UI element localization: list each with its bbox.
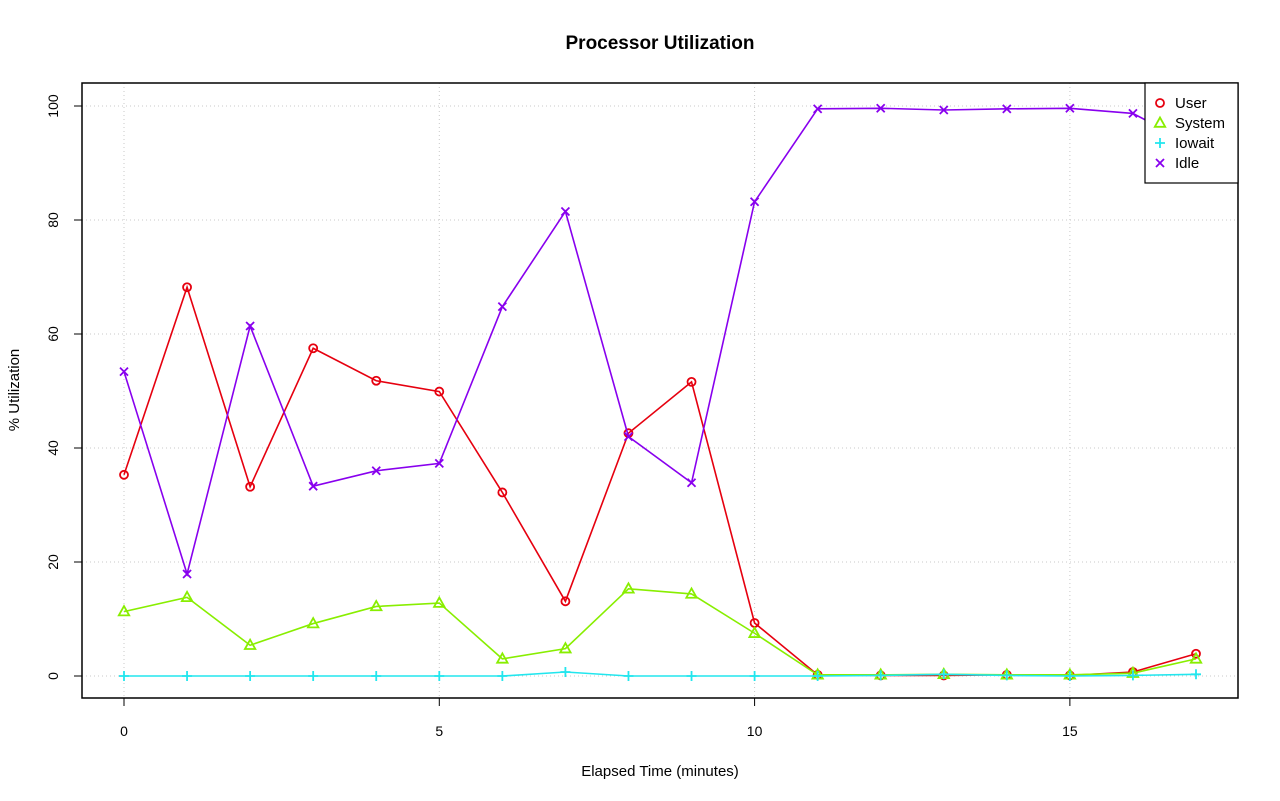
y-tick-label: 60 bbox=[45, 326, 61, 342]
idle-point bbox=[434, 458, 444, 469]
idle-point bbox=[623, 431, 634, 442]
idle-point bbox=[497, 302, 507, 312]
legend: User System Iowait Idle bbox=[1144, 82, 1239, 184]
system-point bbox=[1189, 651, 1203, 664]
idle-point bbox=[876, 103, 886, 113]
idle-point bbox=[749, 197, 760, 207]
iowait-point bbox=[812, 671, 823, 681]
y-tick-label: 0 bbox=[45, 672, 61, 680]
user-point bbox=[182, 282, 192, 293]
iowait-point bbox=[749, 671, 760, 681]
iowait-point bbox=[938, 669, 949, 680]
idle-point bbox=[371, 466, 381, 476]
x-tick-label: 5 bbox=[435, 723, 443, 739]
system-point bbox=[180, 589, 194, 603]
iowait-point bbox=[1064, 671, 1075, 681]
iowait-point bbox=[1127, 670, 1138, 681]
idle-point bbox=[939, 105, 949, 115]
system-point bbox=[306, 616, 320, 629]
idle-line bbox=[123, 107, 1197, 577]
idle-point bbox=[1128, 108, 1138, 119]
user-point bbox=[119, 469, 129, 480]
iowait-line bbox=[124, 671, 1197, 677]
plot-frame bbox=[81, 82, 1239, 699]
user-point bbox=[686, 376, 697, 387]
legend-system-marker bbox=[1153, 115, 1167, 128]
idle-point bbox=[308, 481, 318, 491]
legend-iowait-marker bbox=[1155, 138, 1165, 148]
series-idle bbox=[119, 103, 1201, 579]
idle-point bbox=[119, 366, 129, 377]
iowait-point bbox=[560, 667, 571, 678]
user-point bbox=[245, 481, 256, 492]
iowait-point bbox=[623, 671, 634, 681]
system-point bbox=[495, 651, 510, 664]
system-line bbox=[123, 587, 1197, 676]
user-point bbox=[1191, 648, 1201, 659]
system-point bbox=[747, 625, 762, 638]
system-point bbox=[432, 595, 447, 608]
iowait-point bbox=[1001, 670, 1012, 681]
user-line bbox=[123, 284, 1197, 677]
system-point bbox=[243, 637, 257, 650]
iowait-point bbox=[245, 671, 256, 681]
x-tick-label: 10 bbox=[747, 723, 763, 739]
legend-system-label: System bbox=[1175, 115, 1225, 132]
y-tick-label: 100 bbox=[45, 94, 61, 118]
iowait-point bbox=[1191, 669, 1201, 680]
y-tick-label: 80 bbox=[45, 212, 61, 228]
iowait-point bbox=[119, 671, 129, 681]
iowait-point bbox=[182, 671, 193, 681]
user-point bbox=[560, 596, 571, 607]
idle-point bbox=[560, 206, 571, 217]
idle-point bbox=[686, 478, 697, 488]
legend-user-marker bbox=[1155, 98, 1165, 108]
iowait-point bbox=[875, 670, 886, 681]
user-point bbox=[434, 386, 445, 397]
system-point bbox=[621, 581, 636, 594]
y-tick-label: 20 bbox=[45, 554, 61, 570]
y-axis-label: % Utilization bbox=[6, 349, 23, 432]
y-axis: 0 20 40 60 80 100 bbox=[45, 94, 82, 680]
user-point bbox=[371, 375, 382, 386]
system-point bbox=[369, 599, 383, 612]
legend-idle-marker bbox=[1155, 158, 1165, 168]
system-point bbox=[117, 604, 131, 617]
legend-iowait-label: Iowait bbox=[1175, 135, 1215, 152]
system-point bbox=[684, 586, 699, 599]
chart-title: Processor Utilization bbox=[566, 33, 755, 54]
iowait-point bbox=[308, 671, 319, 681]
series-user bbox=[119, 282, 1201, 681]
idle-point bbox=[245, 321, 255, 331]
x-tick-label: 0 bbox=[120, 723, 128, 739]
idle-point bbox=[1065, 103, 1075, 113]
legend-user-label: User bbox=[1175, 95, 1207, 112]
series-system bbox=[117, 581, 1203, 680]
x-axis: 0 5 10 15 bbox=[120, 697, 1078, 739]
series-iowait bbox=[119, 667, 1201, 681]
iowait-point bbox=[434, 671, 445, 681]
gridlines bbox=[82, 83, 1238, 698]
idle-point bbox=[182, 569, 192, 579]
y-tick-label: 40 bbox=[45, 440, 61, 456]
x-axis-label: Elapsed Time (minutes) bbox=[581, 763, 739, 780]
x-tick-label: 15 bbox=[1062, 723, 1078, 739]
iowait-point bbox=[686, 671, 697, 681]
iowait-point bbox=[497, 671, 508, 681]
iowait-point bbox=[371, 671, 382, 681]
idle-point bbox=[1002, 104, 1012, 114]
idle-point bbox=[813, 104, 823, 114]
legend-idle-label: Idle bbox=[1175, 155, 1199, 172]
system-point bbox=[558, 641, 573, 654]
user-point bbox=[308, 343, 319, 354]
series-layer bbox=[117, 103, 1203, 681]
user-point bbox=[497, 487, 508, 498]
